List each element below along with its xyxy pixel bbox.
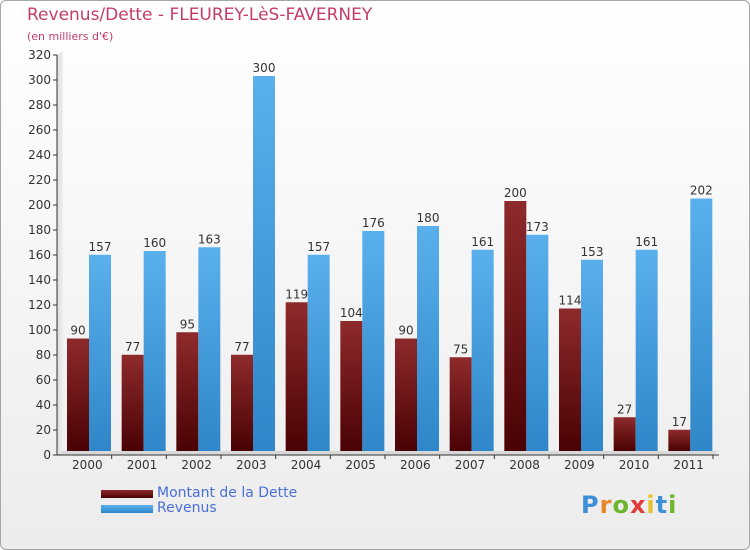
bar-dette-2004 xyxy=(285,302,308,451)
x-tick-label-2000: 2000 xyxy=(72,458,103,472)
x-tick-label-2001: 2001 xyxy=(127,458,158,472)
y-tick-label: 200 xyxy=(28,198,51,212)
y-tick-label: 0 xyxy=(43,448,51,462)
y-tick-label: 240 xyxy=(28,148,51,162)
logo-letter: P xyxy=(581,491,600,519)
y-tick-label: 20 xyxy=(36,423,51,437)
bar-revenus-2002 xyxy=(198,247,221,451)
x-tick-label-2010: 2010 xyxy=(619,458,650,472)
bar-revenus-2006 xyxy=(417,226,439,451)
bar-dette-2003 xyxy=(231,354,253,451)
legend-label-revenus: Revenus xyxy=(157,500,217,516)
bar-dette-2000 xyxy=(67,338,89,451)
bar-dette-2009 xyxy=(559,308,581,451)
chart-subtitle: (en milliers d'€) xyxy=(27,30,114,43)
data-label-revenus-2009: 153 xyxy=(581,245,604,259)
legend-swatch-revenus xyxy=(101,505,153,513)
x-axis-floor xyxy=(57,451,719,455)
bar-dette-2007 xyxy=(449,357,472,451)
bar-revenus-2001 xyxy=(143,251,166,451)
x-tick-label-2009: 2009 xyxy=(564,458,595,472)
y-tick-label: 280 xyxy=(28,98,51,112)
y-tick-label: 100 xyxy=(28,323,51,337)
y-tick-label: 140 xyxy=(28,273,51,287)
data-label-revenus-2011: 202 xyxy=(690,184,713,198)
bar-dette-2011 xyxy=(668,429,691,451)
y-tick-label: 60 xyxy=(36,373,51,387)
legend-label-dette: Montant de la Dette xyxy=(157,485,298,501)
data-label-revenus-2005: 176 xyxy=(362,216,385,230)
bar-revenus-2003 xyxy=(253,76,275,451)
bar-revenus-2005 xyxy=(362,231,385,451)
data-label-dette-2009: 114 xyxy=(559,294,582,308)
bar-dette-2008 xyxy=(504,201,527,451)
y-tick-label: 120 xyxy=(28,298,51,312)
data-label-dette-2010: 27 xyxy=(617,402,632,416)
data-label-dette-2011: 17 xyxy=(672,415,687,429)
data-label-dette-2002: 95 xyxy=(180,317,195,331)
bar-dette-2001 xyxy=(121,354,144,451)
bar-revenus-2007 xyxy=(471,249,494,451)
logo-letter: o xyxy=(612,491,630,519)
y-tick-label: 260 xyxy=(28,123,51,137)
logo-letter: i xyxy=(646,491,656,519)
data-label-revenus-2002: 163 xyxy=(198,232,221,246)
y-tick-label: 220 xyxy=(28,173,51,187)
logo-letter: x xyxy=(629,491,647,519)
x-tick-label-2011: 2011 xyxy=(673,458,704,472)
x-tick-label-2005: 2005 xyxy=(345,458,376,472)
bar-dette-2006 xyxy=(395,338,417,451)
x-tick-label-2007: 2007 xyxy=(455,458,486,472)
y-tick-label: 320 xyxy=(28,48,51,62)
data-label-dette-2008: 200 xyxy=(504,186,527,200)
data-label-dette-2004: 119 xyxy=(285,287,308,301)
x-tick-label-2008: 2008 xyxy=(509,458,540,472)
data-label-dette-2001: 77 xyxy=(125,340,140,354)
bar-revenus-2010 xyxy=(635,249,658,451)
data-label-dette-2006: 90 xyxy=(398,324,413,338)
y-tick-label: 180 xyxy=(28,223,51,237)
data-label-revenus-2004: 157 xyxy=(307,240,330,254)
data-label-dette-2000: 90 xyxy=(70,324,85,338)
data-label-revenus-2007: 161 xyxy=(471,235,494,249)
bar-revenus-2011 xyxy=(690,198,713,451)
data-label-dette-2007: 75 xyxy=(453,342,468,356)
data-label-revenus-2008: 173 xyxy=(526,220,549,234)
data-label-revenus-2001: 160 xyxy=(143,236,166,250)
data-label-dette-2003: 77 xyxy=(234,340,249,354)
bar-revenus-2004 xyxy=(307,254,330,451)
logo-letter: r xyxy=(599,491,613,519)
x-tick-label-2004: 2004 xyxy=(291,458,322,472)
y-axis-wall xyxy=(57,51,63,455)
chart-title: Revenus/Dette - FLEUREY-LèS-FAVERNEY xyxy=(27,5,373,25)
logo-letter: t xyxy=(655,491,669,519)
data-label-revenus-2000: 157 xyxy=(89,240,112,254)
bar-dette-2005 xyxy=(340,321,363,451)
bar-revenus-2000 xyxy=(89,254,111,451)
x-tick-label-2002: 2002 xyxy=(181,458,212,472)
y-tick-label: 300 xyxy=(28,73,51,87)
proxiti-logo: Proxiti xyxy=(581,491,677,519)
y-tick-label: 160 xyxy=(28,248,51,262)
legend-swatch-dette xyxy=(101,490,153,498)
data-label-revenus-2003: 300 xyxy=(253,61,276,75)
x-tick-label-2003: 2003 xyxy=(236,458,267,472)
y-tick-label: 80 xyxy=(36,348,51,362)
data-label-revenus-2006: 180 xyxy=(417,211,440,225)
x-tick-label-2006: 2006 xyxy=(400,458,431,472)
bar-dette-2002 xyxy=(176,332,199,451)
data-label-dette-2005: 104 xyxy=(340,306,363,320)
bar-dette-2010 xyxy=(613,417,636,451)
data-label-revenus-2010: 161 xyxy=(635,235,658,249)
y-tick-label: 40 xyxy=(36,398,51,412)
logo-letter: i xyxy=(668,491,678,519)
bar-revenus-2009 xyxy=(581,259,603,451)
bar-revenus-2008 xyxy=(526,234,549,451)
